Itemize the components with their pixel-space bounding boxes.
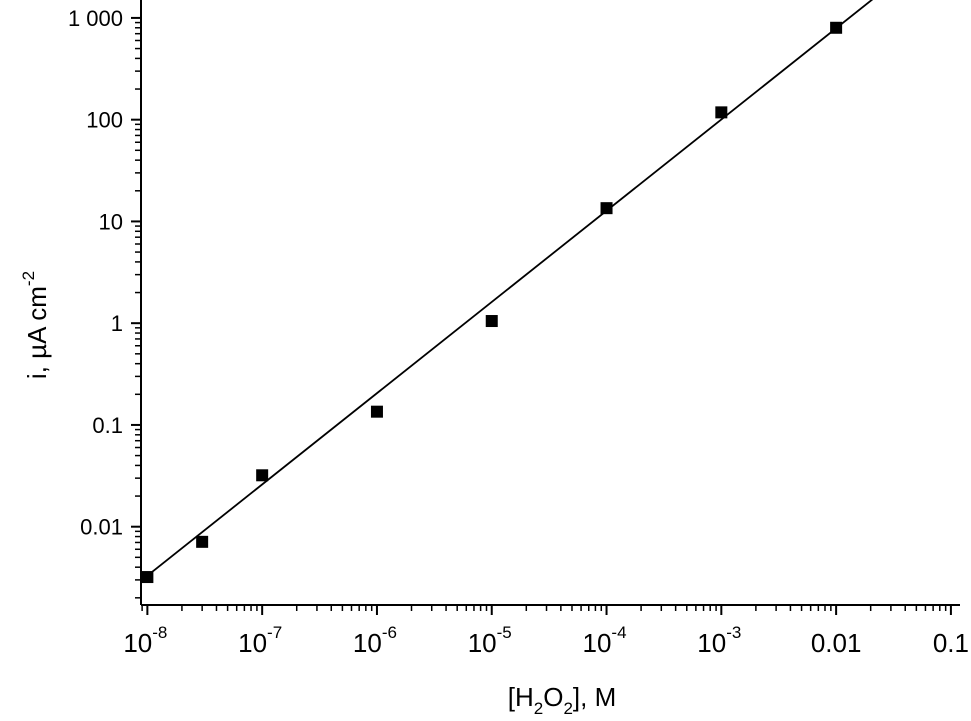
data-point: [196, 535, 209, 548]
data-point: [600, 202, 613, 215]
y-tick-label: 0.01: [80, 515, 123, 540]
x-tick-label: 10-3: [697, 623, 741, 658]
x-tick-label: 10-8: [123, 623, 167, 658]
y-tick-label: 100: [86, 108, 123, 133]
x-tick-label: 10-4: [583, 623, 627, 658]
data-points: [141, 21, 843, 584]
data-point: [485, 315, 498, 328]
ticks: 10-8 10-7 10-6 10-5 10-4 10-3 0.01 0.1 0.01 0.1 1 1…: [68, 6, 969, 658]
data-point: [830, 21, 843, 34]
y-tick-label: 0.1: [92, 413, 123, 438]
x-tick-label: 0.01: [811, 628, 862, 658]
fit-line-group: [146, 0, 874, 577]
x-axis-title: [H2O2], M: [508, 682, 617, 718]
y-tick-label: 1: [111, 311, 123, 336]
data-point: [141, 571, 154, 584]
fit-line: [146, 0, 874, 577]
data-point: [256, 469, 269, 482]
x-tick-label: 10-7: [238, 623, 282, 658]
x-tick-label: 10-5: [468, 623, 512, 658]
x-tick-label: 10-6: [353, 623, 397, 658]
y-tick-label: 10: [99, 209, 123, 234]
y-axis-title: i, µA cm-2: [19, 271, 52, 379]
axes: [140, 0, 960, 606]
data-point: [715, 106, 728, 119]
y-tick-label: 1 000: [68, 6, 123, 31]
data-point: [370, 405, 383, 418]
x-tick-label: 0.1: [933, 628, 969, 658]
